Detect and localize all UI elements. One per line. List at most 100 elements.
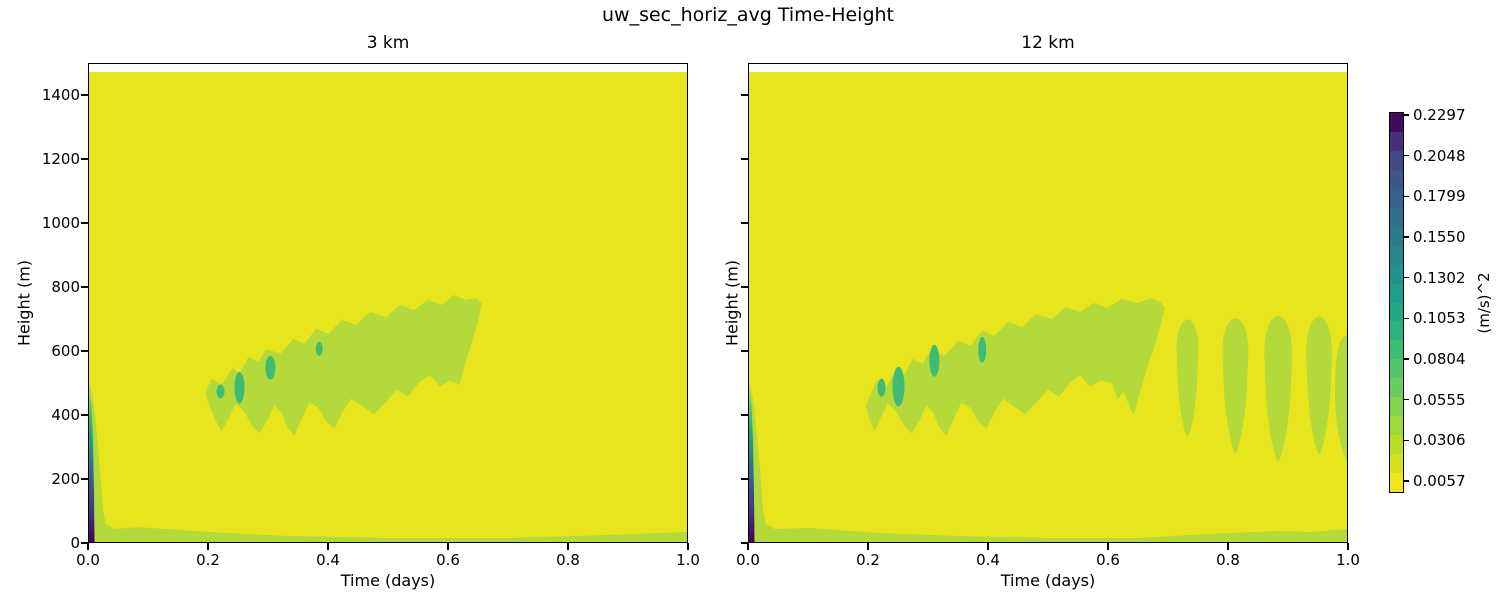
colorbar-band — [1390, 188, 1403, 208]
colorbar-tick-mark — [1404, 317, 1409, 320]
x-tick-label: 0.6 — [436, 551, 460, 569]
y-tick-mark — [81, 158, 88, 160]
colorbar-tick-mark — [1404, 398, 1409, 401]
x-tick-label: 0.0 — [76, 551, 100, 569]
colorbar-band — [1390, 113, 1403, 132]
x-tick-mark — [1227, 543, 1229, 550]
colorbar-tick-label: 0.2048 — [1413, 146, 1466, 165]
colorbar-tick-label: 0.1550 — [1413, 228, 1466, 246]
colorbar-band — [1390, 359, 1403, 379]
x-tick-label: 0.2 — [196, 551, 220, 569]
colorbar-band — [1390, 169, 1403, 189]
axes-12km — [748, 63, 1348, 543]
colorbar-band — [1390, 378, 1403, 398]
y-tick-mark — [81, 222, 88, 224]
colorbar-label: (m/s)^2 — [1475, 272, 1493, 334]
y-tick-label: 1400 — [41, 86, 80, 104]
y-tick-label: 400 — [51, 406, 80, 424]
contour-spot — [877, 378, 886, 397]
oscillation-finger — [1176, 319, 1199, 437]
colorbar-band — [1390, 435, 1403, 455]
colorbar-tick-mark — [1404, 195, 1409, 198]
contour-spot — [216, 384, 225, 399]
colorbar-tick-mark — [1404, 439, 1409, 442]
y-tick-mark — [741, 414, 748, 416]
figure-title: uw_sec_horiz_avg Time-Height — [602, 4, 894, 26]
contour-spot — [929, 344, 940, 377]
colorbar-band — [1390, 340, 1403, 360]
colorbar-tick-label: 0.0306 — [1413, 431, 1466, 450]
colorbar-tick-mark — [1404, 236, 1409, 238]
colorbar-tick-label: 0.1053 — [1413, 309, 1466, 328]
colorbar-band — [1390, 397, 1403, 417]
x-tick-mark — [987, 543, 989, 550]
initial-spike — [89, 392, 95, 542]
subplot-title-3km: 3 km — [366, 33, 410, 53]
colorbar-tick-mark — [1404, 358, 1409, 360]
x-tick-label: 0.4 — [316, 551, 340, 569]
contour-spot — [978, 336, 987, 363]
y-tick-mark — [81, 94, 88, 96]
y-tick-label: 1200 — [41, 150, 80, 168]
colorbar-band — [1390, 264, 1403, 284]
x-tick-label: 0.4 — [976, 551, 1000, 569]
colorbar-band — [1390, 321, 1403, 341]
colorbar-band — [1390, 302, 1403, 322]
colorbar-tick-label: 0.0057 — [1413, 472, 1466, 490]
contour-background — [749, 71, 1347, 542]
y-tick-label: 200 — [51, 470, 80, 488]
x-tick-label: 0.2 — [856, 551, 880, 569]
y-tick-mark — [741, 94, 748, 96]
x-tick-mark — [687, 543, 689, 550]
contour-spot — [892, 366, 905, 407]
colorbar-band — [1390, 150, 1403, 170]
y-axis-label-left: Height (m) — [14, 259, 34, 347]
y-tick-mark — [741, 478, 748, 480]
x-tick-mark — [567, 543, 569, 550]
x-tick-mark — [1347, 543, 1349, 550]
colorbar-band — [1390, 245, 1403, 265]
colorbar-tick-label: 0.0555 — [1413, 390, 1466, 409]
initial-spike — [749, 392, 755, 542]
colorbar-tick-mark — [1404, 114, 1409, 116]
colorbar-band — [1390, 226, 1403, 246]
oscillation-finger — [1306, 316, 1333, 455]
contour-background — [89, 71, 687, 542]
y-tick-mark — [81, 542, 88, 544]
colorbar-tick-label: 0.1302 — [1413, 268, 1466, 287]
contour-plot-3km — [89, 71, 687, 542]
y-tick-mark — [741, 286, 748, 288]
oscillation-finger — [1222, 318, 1249, 454]
y-tick-mark — [741, 222, 748, 224]
y-tick-mark — [741, 542, 748, 544]
colorbar-band — [1390, 473, 1403, 493]
y-tick-label: 600 — [51, 342, 80, 360]
y-tick-label: 0 — [70, 534, 80, 552]
colorbar-tick-label: 0.0804 — [1413, 350, 1466, 368]
y-tick-mark — [741, 350, 748, 352]
contour-spot — [265, 355, 276, 380]
x-tick-label: 0.8 — [556, 551, 580, 569]
x-axis-label-left: Time (days) — [340, 571, 436, 590]
y-axis-label-right: Height (m) — [722, 259, 742, 347]
y-tick-mark — [81, 286, 88, 288]
colorbar — [1389, 112, 1404, 493]
y-tick-label: 800 — [51, 278, 80, 296]
axes-3km — [88, 63, 688, 543]
x-tick-mark — [207, 543, 209, 550]
x-tick-mark — [87, 543, 89, 550]
y-tick-mark — [81, 478, 88, 480]
colorbar-tick-label: 0.1799 — [1413, 187, 1466, 206]
colorbar-tick-label: 0.2297 — [1413, 106, 1466, 124]
y-tick-mark — [81, 414, 88, 416]
colorbar-band — [1390, 283, 1403, 303]
x-tick-label: 0.6 — [1096, 551, 1120, 569]
x-tick-label: 0.8 — [1216, 551, 1240, 569]
y-tick-mark — [81, 350, 88, 352]
x-tick-mark — [327, 543, 329, 550]
x-tick-label: 1.0 — [1336, 551, 1360, 569]
contour-plume — [865, 298, 1165, 436]
contour-plume — [205, 295, 482, 436]
x-tick-label: 0.0 — [736, 551, 760, 569]
